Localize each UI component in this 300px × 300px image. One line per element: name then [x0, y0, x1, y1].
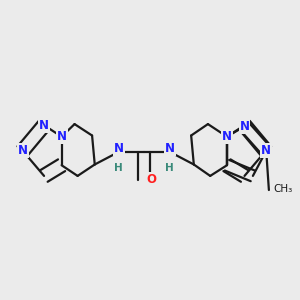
Text: N: N	[165, 142, 175, 154]
Text: H: H	[165, 163, 174, 173]
Text: N: N	[114, 142, 124, 154]
Text: N: N	[239, 120, 250, 133]
Text: CH₃: CH₃	[274, 184, 293, 194]
Text: N: N	[39, 119, 49, 132]
Text: N: N	[18, 144, 28, 157]
Text: N: N	[261, 144, 271, 157]
Text: N: N	[57, 130, 67, 143]
Text: N: N	[222, 130, 232, 143]
Text: O: O	[146, 173, 156, 186]
Text: H: H	[114, 163, 123, 173]
